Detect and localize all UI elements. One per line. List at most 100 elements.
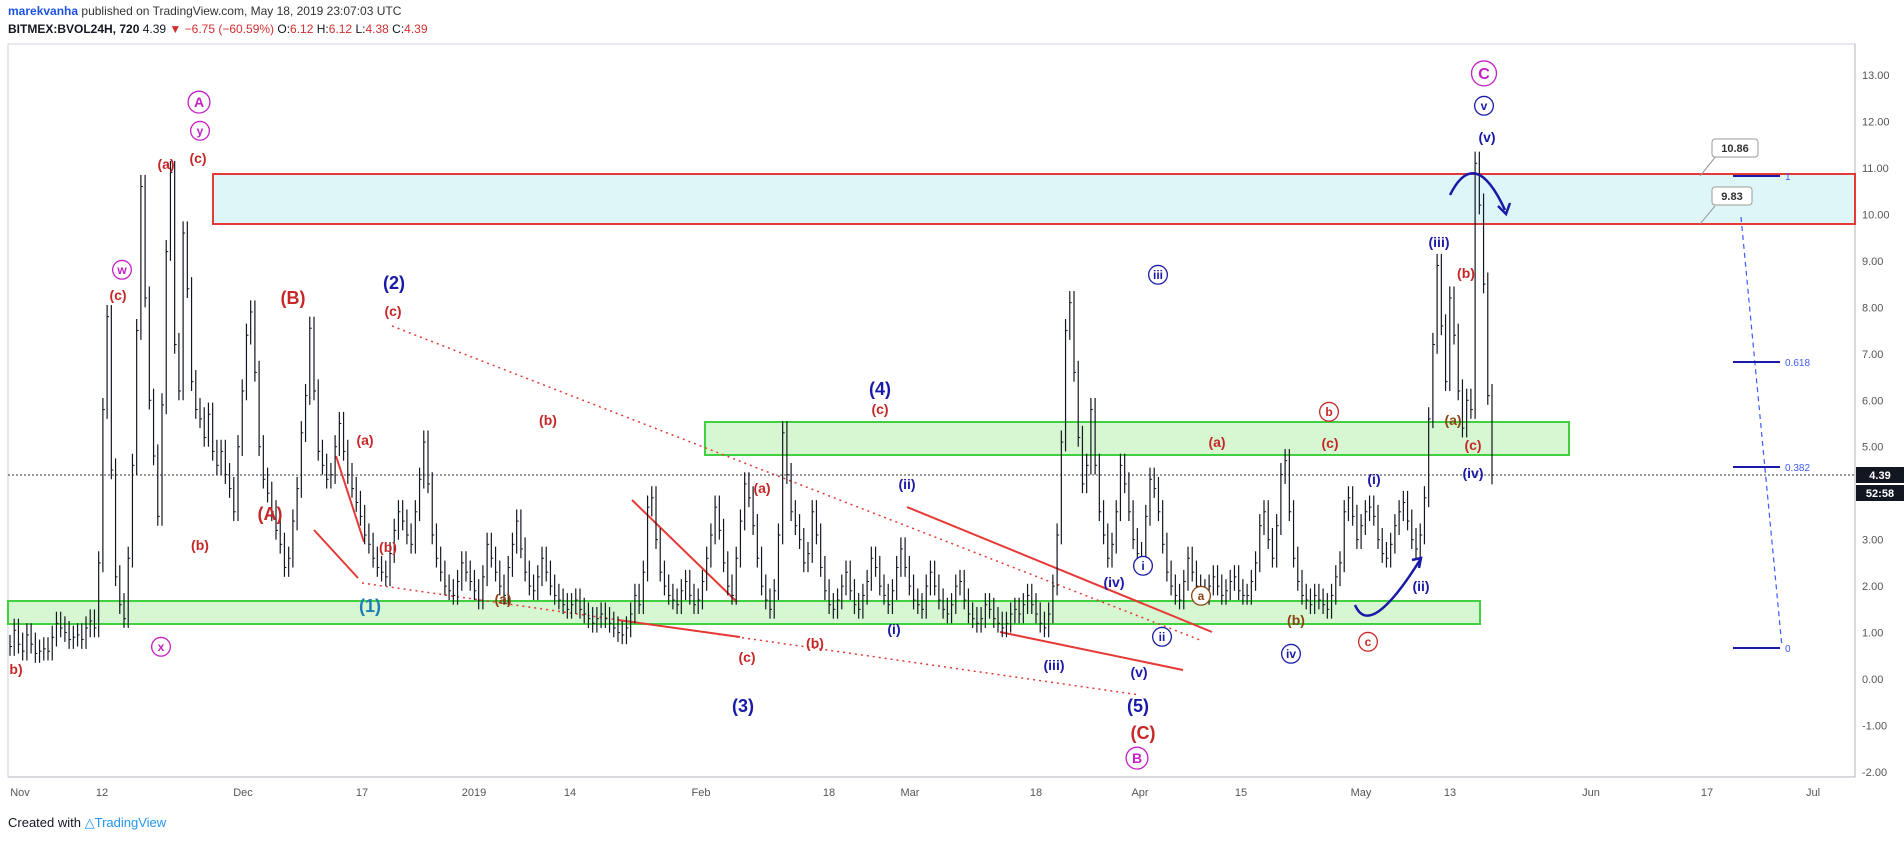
- down-arrow-head: [1497, 202, 1512, 217]
- wave-label: (B): [281, 288, 306, 308]
- wave-label: (a): [1208, 434, 1225, 450]
- trendline-f: [999, 631, 1184, 671]
- close-value: 4.39: [404, 22, 428, 36]
- svg-text:52:58: 52:58: [1866, 488, 1894, 500]
- wave-label: (c): [384, 303, 401, 319]
- wave-label: (A): [258, 504, 283, 524]
- trendline-d: [617, 619, 741, 638]
- wave-label: (ii): [898, 476, 915, 492]
- wave-label: a: [1198, 589, 1205, 603]
- wave-label: (b): [1287, 612, 1305, 628]
- y-tick-label: -2.00: [1862, 767, 1887, 779]
- wave-label: (i): [1367, 471, 1380, 487]
- symbol-name[interactable]: BITMEX:BVOL24H, 720: [8, 22, 140, 36]
- wave-label: A: [194, 94, 204, 110]
- close-label: C:: [392, 22, 405, 36]
- wave-label: (a): [753, 480, 770, 496]
- wave-label: w: [116, 263, 127, 277]
- wave-label: (b): [191, 537, 209, 553]
- wave-label: (a): [1444, 412, 1461, 428]
- created-with: Created with: [8, 815, 81, 830]
- x-tick-label: Mar: [901, 787, 920, 799]
- x-tick-label: 14: [564, 787, 576, 799]
- symbol-legend: BITMEX:BVOL24H, 720 4.39 ▼ −6.75 (−60.59…: [8, 22, 428, 36]
- wave-label-circle: [1470, 60, 1498, 87]
- wave-label-circle: [1147, 264, 1169, 285]
- wave-label: (2): [383, 273, 405, 293]
- y-tick-label: 9.00: [1862, 256, 1883, 268]
- svg-text:9.83: 9.83: [1721, 191, 1742, 203]
- y-tick-label: 2.00: [1862, 581, 1883, 593]
- publish-text: published on TradingView.com, May 18, 20…: [81, 4, 402, 18]
- support-green-zone: [7, 600, 1481, 625]
- wave-label: (i): [887, 621, 900, 637]
- fib-level-label: 0: [1785, 644, 1791, 655]
- open-value: 6.12: [290, 22, 314, 36]
- countdown-tag: [1856, 485, 1904, 501]
- wave-annotations: b)(a) (c)(b)(c)wAyx(B)(A)(2)(c)(a)(b)(1)(…: [9, 60, 1498, 770]
- x-tick-label: Apr: [1131, 787, 1148, 799]
- trendline-c: [631, 499, 738, 603]
- wave-label: (a): [356, 432, 373, 448]
- y-tick-label: 11.00: [1862, 163, 1889, 175]
- y-tick-label: 8.00: [1862, 302, 1883, 314]
- wave-label-circle: [187, 90, 211, 114]
- wave-label: (1): [359, 596, 381, 616]
- y-tick-label: -1.00: [1862, 721, 1887, 733]
- wave-label: (v): [1478, 129, 1495, 145]
- author-link[interactable]: marekvanha: [8, 4, 79, 18]
- x-tick-label: Jul: [1806, 787, 1820, 799]
- down-arrow-curve: [1448, 172, 1507, 211]
- wave-label: (c): [1321, 435, 1338, 451]
- y-tick-label: 5.00: [1862, 442, 1883, 454]
- price-series: [9, 151, 1494, 663]
- wave-label: (5): [1127, 696, 1149, 716]
- x-tick-label: 17: [356, 787, 368, 799]
- wave-label: iii: [1153, 268, 1163, 282]
- y-tick-label: 0.00: [1862, 674, 1883, 686]
- wave-label: (3): [732, 696, 754, 716]
- wave-label: y: [197, 124, 204, 138]
- x-tick-label: Feb: [692, 787, 711, 799]
- y-tick-label: 6.00: [1862, 395, 1883, 407]
- wave-label: (C): [1131, 723, 1156, 743]
- wave-label: (iv): [1104, 574, 1125, 590]
- y-tick-label: 12.00: [1862, 116, 1890, 128]
- wave-label-circle: [1280, 643, 1302, 664]
- y-tick-label: 13.00: [1862, 70, 1890, 82]
- tradingview-brand[interactable]: TradingView: [94, 815, 167, 830]
- x-tick-label: 2019: [462, 787, 486, 799]
- callout-9-83: 9.83: [1699, 186, 1753, 225]
- wave-label-circle: [1357, 631, 1379, 652]
- wave-label-circle: [1190, 585, 1212, 606]
- wave-label: v: [1481, 99, 1488, 113]
- wave-label: c: [1365, 635, 1372, 649]
- fib-level-label: 0.618: [1785, 358, 1810, 369]
- wave-label: (iii): [1044, 657, 1065, 673]
- wave-label: b): [9, 661, 22, 677]
- wave-label: C: [1478, 66, 1490, 83]
- publish-info: marekvanha published on TradingView.com,…: [8, 4, 401, 18]
- last-price: 4.39: [142, 22, 167, 36]
- trendline-b: [313, 529, 359, 579]
- open-label: O:: [277, 22, 291, 36]
- high-label: H:: [316, 22, 329, 36]
- fib-levels: 0.618 0.382 0 1: [1733, 172, 1810, 655]
- wave-label-circle: [1318, 401, 1340, 422]
- wave-label-circle: [1151, 626, 1173, 647]
- wave-label: (c): [109, 287, 126, 303]
- wave-label: (b): [539, 412, 557, 428]
- x-tick-label: Dec: [233, 787, 253, 799]
- fib-level-label: 1: [1785, 172, 1791, 183]
- plot-frame: [7, 43, 1856, 778]
- wave-label: (ii): [1412, 578, 1429, 594]
- wave-label: (b): [806, 635, 824, 651]
- wave-label: (b): [379, 539, 397, 555]
- wave-label: i: [1141, 559, 1144, 573]
- wave-label: (c): [1464, 437, 1481, 453]
- resistance-zone-top: [212, 173, 1856, 225]
- wave-label: x: [158, 640, 165, 654]
- y-tick-label: 1.00: [1862, 628, 1883, 640]
- trendline-a: [335, 455, 365, 543]
